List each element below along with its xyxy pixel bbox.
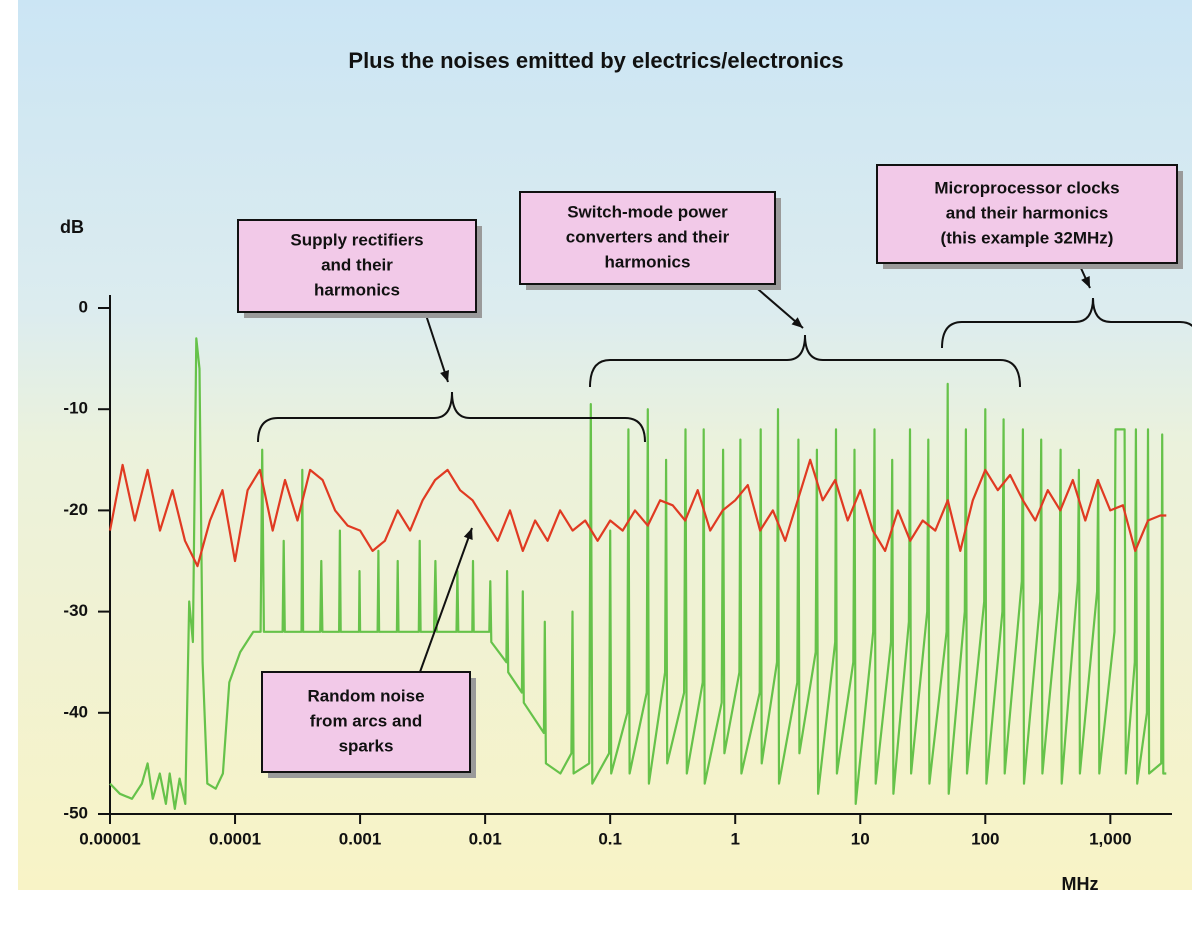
arrow — [751, 283, 804, 329]
x-tick-label: 1 — [730, 829, 739, 848]
data-line — [108, 458, 1167, 568]
annotation-text: Random noise — [307, 686, 424, 705]
x-tick-label: 0.0001 — [209, 829, 261, 848]
arrow-head — [440, 370, 449, 382]
annotation-text: and their harmonics — [946, 203, 1108, 222]
x-tick-label: 0.00001 — [79, 829, 140, 848]
annotation-text: converters and their — [566, 227, 730, 246]
y-axis-label: dB — [60, 217, 84, 237]
annotation-text: and their — [321, 255, 393, 274]
chart-title: Plus the noises emitted by electrics/ele… — [348, 48, 843, 73]
y-tick-label: -20 — [63, 500, 88, 519]
y-tick-label: 0 — [79, 297, 88, 316]
x-tick-label: 100 — [971, 829, 999, 848]
y-tick-label: -30 — [63, 601, 88, 620]
arrow-head — [791, 317, 803, 328]
y-tick-label: -50 — [63, 803, 88, 822]
x-tick-label: 0.001 — [339, 829, 382, 848]
annotation-text: harmonics — [314, 280, 400, 299]
annotation-text: Supply rectifiers — [290, 230, 423, 249]
y-tick-label: -10 — [63, 399, 88, 418]
brace — [941, 297, 1192, 349]
annotation-box — [876, 164, 1178, 264]
annotation-text: sparks — [339, 736, 394, 755]
data-line — [109, 337, 1167, 810]
arrow — [419, 527, 473, 673]
x-tick-label: 0.01 — [469, 829, 502, 848]
annotation-text: (this example 32MHz) — [941, 228, 1114, 247]
annotation-text: harmonics — [605, 252, 691, 271]
arrow-head — [463, 528, 473, 540]
annotation-box — [237, 219, 477, 313]
x-tick-label: 10 — [851, 829, 870, 848]
annotation-text: from arcs and — [310, 711, 422, 730]
annotation-box — [519, 191, 776, 285]
x-tick-label: 0.1 — [598, 829, 622, 848]
y-tick-label: -40 — [63, 702, 88, 721]
background — [18, 0, 1192, 890]
brace — [257, 391, 646, 443]
arrow-head — [1081, 276, 1090, 288]
brace — [589, 334, 1021, 388]
x-tick-label: 1,000 — [1089, 829, 1132, 848]
x-axis-label: MHz — [1062, 874, 1099, 894]
annotation-box — [261, 671, 471, 773]
annotation-text: Microprocessor clocks — [934, 178, 1119, 197]
arrow — [424, 311, 449, 383]
annotation-text: Switch-mode power — [567, 202, 728, 221]
